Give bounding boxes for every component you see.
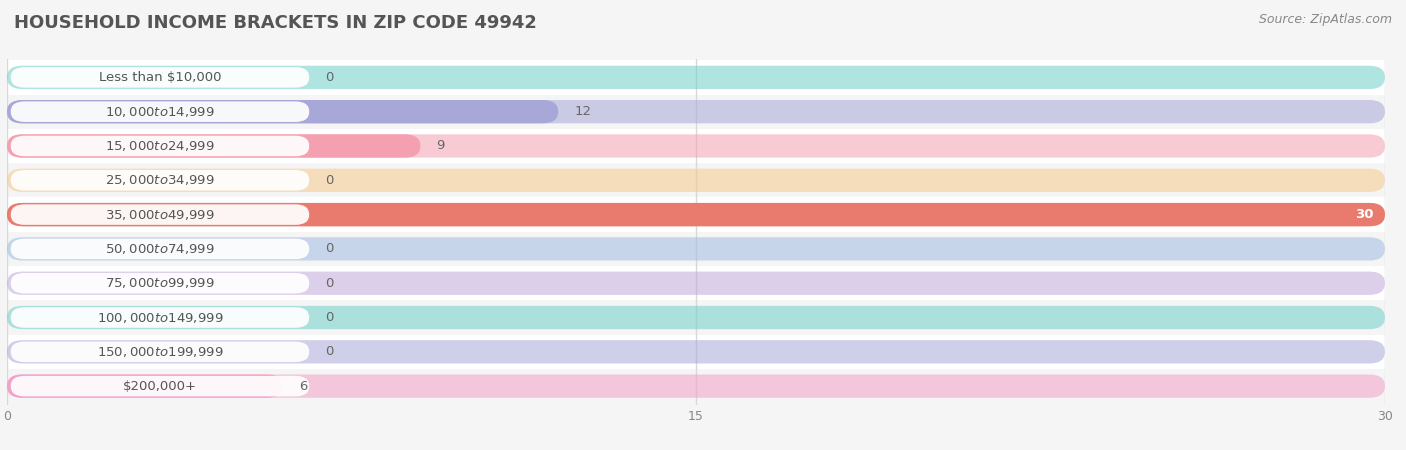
- Text: $25,000 to $34,999: $25,000 to $34,999: [105, 173, 215, 187]
- Text: $50,000 to $74,999: $50,000 to $74,999: [105, 242, 215, 256]
- FancyBboxPatch shape: [7, 100, 558, 123]
- Bar: [7, 266, 1385, 300]
- FancyBboxPatch shape: [11, 204, 309, 225]
- FancyBboxPatch shape: [7, 66, 1385, 89]
- Bar: [7, 198, 1385, 232]
- FancyBboxPatch shape: [7, 374, 283, 398]
- Bar: [7, 129, 1385, 163]
- Bar: [7, 335, 1385, 369]
- Text: $15,000 to $24,999: $15,000 to $24,999: [105, 139, 215, 153]
- FancyBboxPatch shape: [7, 100, 1385, 123]
- FancyBboxPatch shape: [11, 342, 309, 362]
- FancyBboxPatch shape: [7, 134, 420, 158]
- FancyBboxPatch shape: [11, 376, 309, 396]
- FancyBboxPatch shape: [7, 237, 1385, 261]
- Bar: [7, 300, 1385, 335]
- Text: 0: 0: [325, 71, 333, 84]
- Bar: [7, 163, 1385, 198]
- Text: HOUSEHOLD INCOME BRACKETS IN ZIP CODE 49942: HOUSEHOLD INCOME BRACKETS IN ZIP CODE 49…: [14, 14, 537, 32]
- Text: $150,000 to $199,999: $150,000 to $199,999: [97, 345, 224, 359]
- Text: 0: 0: [325, 174, 333, 187]
- FancyBboxPatch shape: [11, 307, 309, 328]
- FancyBboxPatch shape: [7, 271, 1385, 295]
- Bar: [7, 232, 1385, 266]
- Bar: [7, 369, 1385, 403]
- Text: 30: 30: [1355, 208, 1374, 221]
- Text: $10,000 to $14,999: $10,000 to $14,999: [105, 105, 215, 119]
- FancyBboxPatch shape: [7, 134, 1385, 158]
- Text: $100,000 to $149,999: $100,000 to $149,999: [97, 310, 224, 324]
- Bar: [7, 94, 1385, 129]
- FancyBboxPatch shape: [7, 203, 1385, 226]
- Text: Source: ZipAtlas.com: Source: ZipAtlas.com: [1258, 14, 1392, 27]
- Text: 6: 6: [298, 380, 307, 393]
- Text: $35,000 to $49,999: $35,000 to $49,999: [105, 207, 215, 221]
- Text: $200,000+: $200,000+: [122, 380, 197, 393]
- FancyBboxPatch shape: [11, 238, 309, 259]
- FancyBboxPatch shape: [11, 101, 309, 122]
- Text: 0: 0: [325, 345, 333, 358]
- FancyBboxPatch shape: [11, 136, 309, 156]
- FancyBboxPatch shape: [7, 374, 1385, 398]
- FancyBboxPatch shape: [11, 273, 309, 293]
- Text: 12: 12: [574, 105, 592, 118]
- FancyBboxPatch shape: [7, 306, 1385, 329]
- Text: 0: 0: [325, 311, 333, 324]
- Text: Less than $10,000: Less than $10,000: [98, 71, 221, 84]
- FancyBboxPatch shape: [11, 170, 309, 190]
- Text: 9: 9: [436, 140, 444, 153]
- Text: 0: 0: [325, 243, 333, 256]
- FancyBboxPatch shape: [7, 203, 1385, 226]
- FancyBboxPatch shape: [7, 169, 1385, 192]
- FancyBboxPatch shape: [11, 67, 309, 88]
- Bar: [7, 60, 1385, 94]
- FancyBboxPatch shape: [7, 340, 1385, 364]
- Text: 0: 0: [325, 277, 333, 290]
- Text: $75,000 to $99,999: $75,000 to $99,999: [105, 276, 215, 290]
